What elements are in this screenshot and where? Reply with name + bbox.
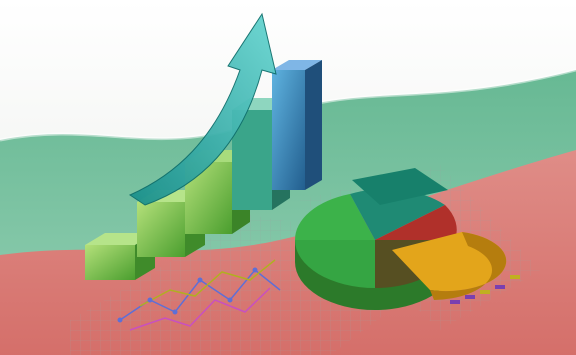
bar-cluster [85,60,322,280]
pie-chart [294,168,507,310]
bar-5 [272,60,322,190]
line-plot [117,259,281,331]
growth-arrow-icon [128,12,277,206]
mini-bars [450,275,520,304]
